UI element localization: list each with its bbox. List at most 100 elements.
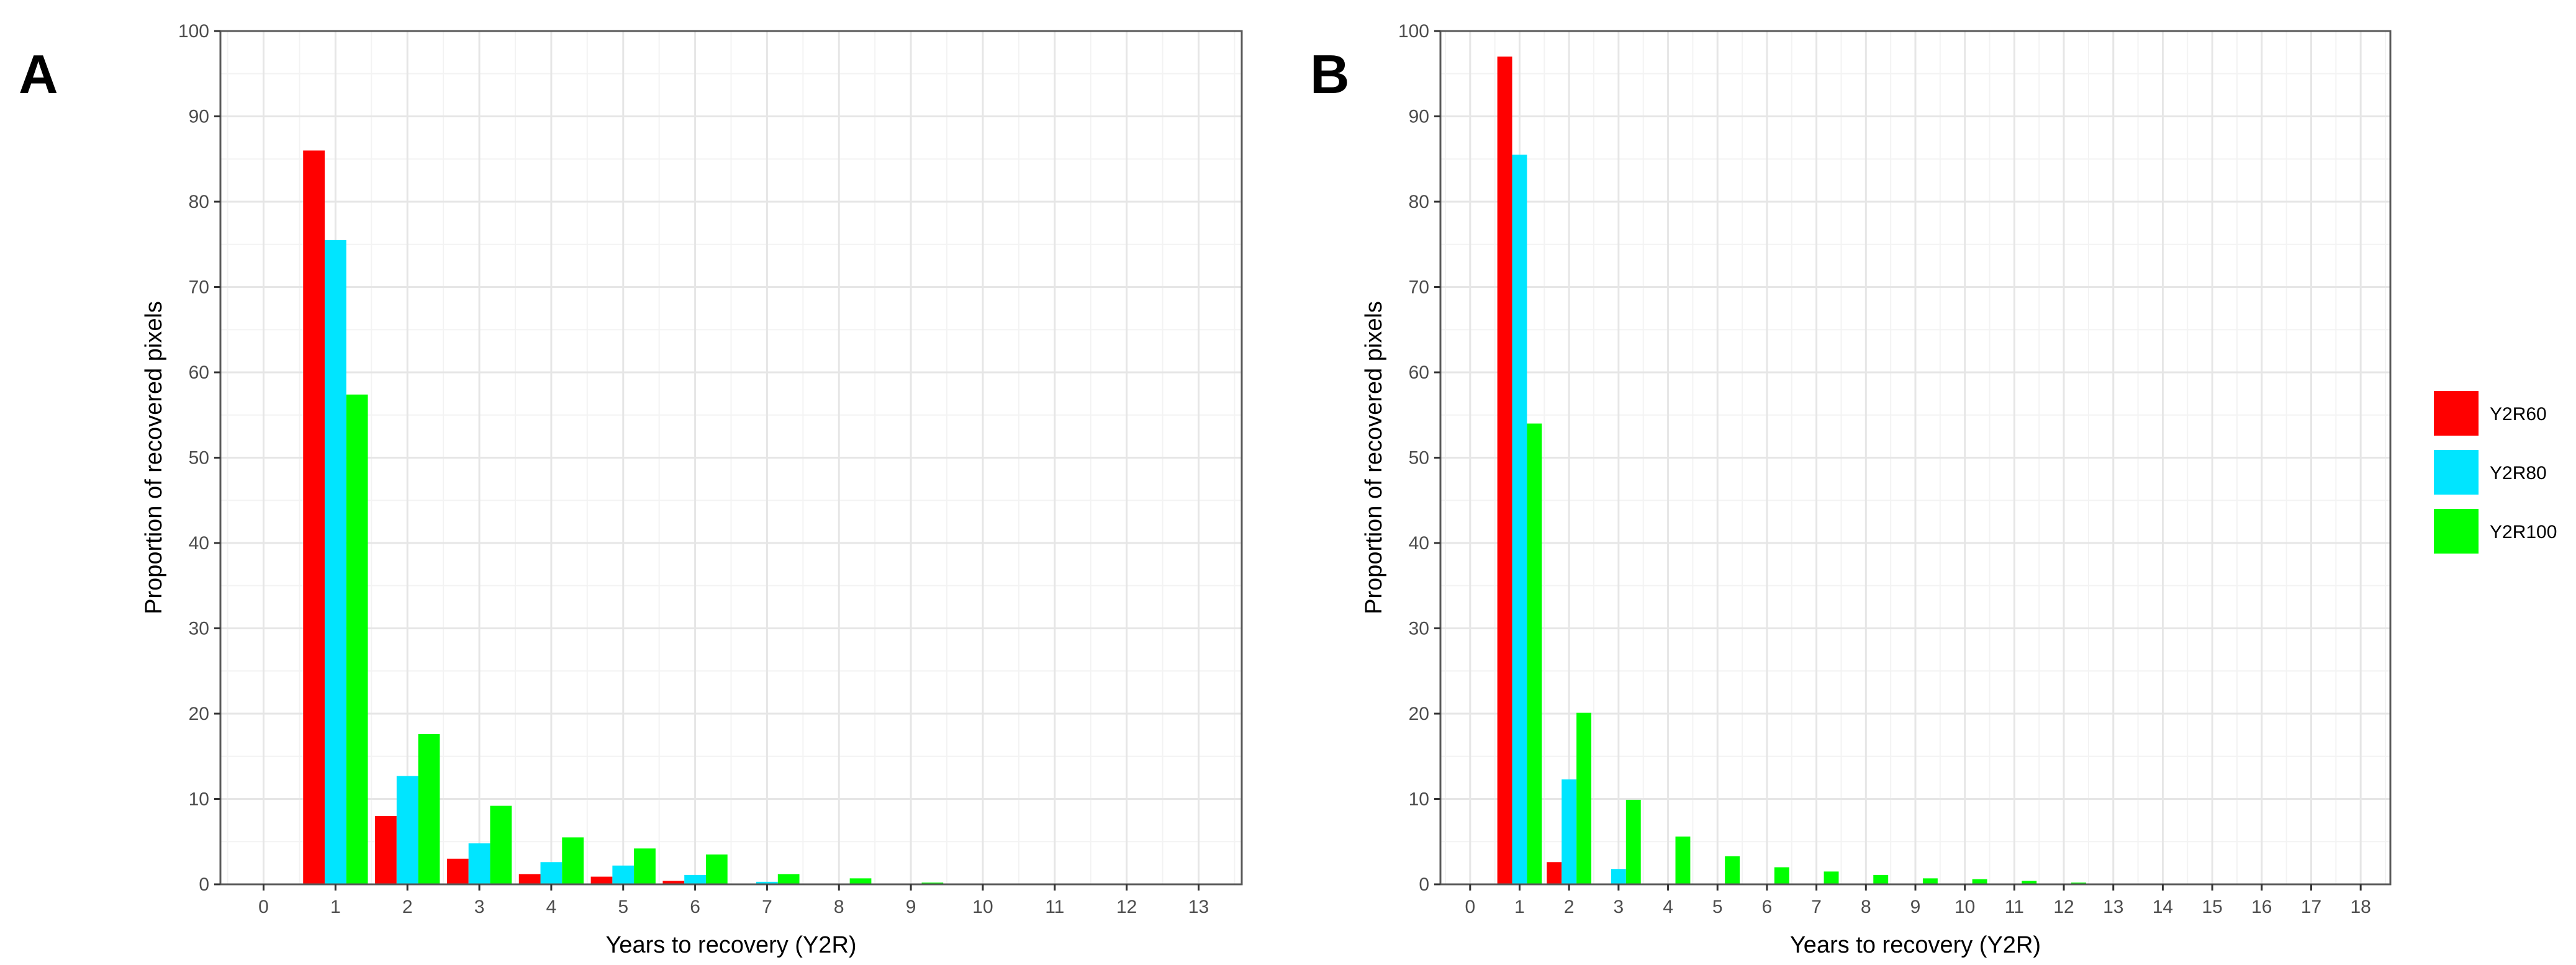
- x-tick-label: 8: [1861, 897, 1871, 917]
- x-tick-label: 14: [2153, 897, 2173, 917]
- bar-y2r80-3: [1611, 869, 1626, 884]
- bar-y2r80-4: [540, 862, 563, 884]
- x-tick-label: 4: [546, 897, 557, 917]
- bar-y2r60-4: [518, 874, 541, 884]
- x-tick-label: 13: [1188, 897, 1209, 917]
- bar-y2r80-6: [684, 874, 706, 884]
- x-tick-label: 3: [474, 897, 485, 917]
- y-tick-label: 40: [1409, 533, 1429, 554]
- y-tick-label: 10: [1409, 789, 1429, 810]
- y-tick-label: 20: [1409, 704, 1429, 724]
- y-tick-label: 70: [189, 277, 209, 298]
- x-tick-label: 0: [258, 897, 269, 917]
- x-tick-label: 13: [2103, 897, 2123, 917]
- x-tick-label: 5: [618, 897, 628, 917]
- x-tick-label: 3: [1614, 897, 1624, 917]
- bar-y2r100-7: [777, 874, 800, 884]
- x-tick-label: 2: [402, 897, 413, 917]
- x-tick-label: 16: [2251, 897, 2272, 917]
- x-tick-label: 8: [834, 897, 844, 917]
- bar-y2r80-1: [324, 240, 346, 884]
- x-tick-label: 7: [762, 897, 772, 917]
- bar-y2r60-6: [662, 881, 685, 884]
- y-tick-label: 90: [1409, 107, 1429, 127]
- y-tick-label: 30: [189, 619, 209, 639]
- x-tick-label: 10: [972, 897, 993, 917]
- x-tick-label: 9: [1910, 897, 1921, 917]
- panel-b-letter: B: [1310, 43, 1350, 105]
- x-tick-label: 11: [1045, 897, 1064, 917]
- x-tick-label: 12: [1116, 897, 1137, 917]
- x-tick-label: 18: [2351, 897, 2371, 917]
- bar-y2r100-8: [1873, 874, 1889, 884]
- bar-y2r100-5: [1725, 856, 1740, 884]
- x-tick-label: 17: [2301, 897, 2321, 917]
- legend-swatch-y2r80: [2434, 450, 2479, 495]
- y-tick-label: 30: [1409, 619, 1429, 639]
- legend-label-y2r100: Y2R100: [2490, 522, 2557, 542]
- bar-y2r100-5: [634, 848, 656, 884]
- bar-y2r60-5: [590, 876, 613, 884]
- bar-y2r60-2: [375, 816, 397, 884]
- y-tick-label: 50: [189, 448, 209, 469]
- y-tick-label: 70: [1409, 277, 1429, 298]
- legend-swatch-y2r60: [2434, 391, 2479, 436]
- bar-y2r100-1: [346, 394, 368, 884]
- bar-y2r100-2: [418, 734, 440, 884]
- legend-label-y2r60: Y2R60: [2490, 404, 2547, 424]
- x-tick-label: 2: [1564, 897, 1575, 917]
- y-tick-label: 10: [189, 789, 209, 810]
- bar-y2r100-8: [849, 878, 872, 884]
- bar-y2r100-1: [1527, 423, 1542, 884]
- x-axis-title: Years to recovery (Y2R): [1790, 932, 2041, 958]
- y-tick-label: 50: [1409, 448, 1429, 469]
- legend-swatch-y2r100: [2434, 509, 2479, 554]
- y-tick-label: 100: [178, 21, 209, 42]
- y-tick-label: 80: [1409, 192, 1429, 212]
- bar-y2r100-4: [562, 837, 584, 884]
- bar-y2r100-4: [1675, 837, 1691, 884]
- x-tick-label: 5: [1712, 897, 1723, 917]
- x-tick-label: 1: [1514, 897, 1525, 917]
- y-axis-title: Proportion of recovered pixels: [141, 301, 167, 614]
- bar-y2r80-1: [1512, 155, 1527, 884]
- bar-y2r80-7: [756, 881, 778, 884]
- x-tick-label: 9: [906, 897, 916, 917]
- bar-y2r80-2: [396, 776, 418, 884]
- x-tick-label: 6: [690, 897, 700, 917]
- bar-y2r80-3: [468, 843, 490, 884]
- bar-y2r60-2: [1547, 862, 1562, 884]
- x-tick-label: 12: [2053, 897, 2074, 917]
- bar-y2r60-1: [303, 150, 325, 884]
- y-tick-label: 80: [189, 192, 209, 212]
- bar-y2r100-6: [705, 854, 728, 884]
- y-tick-label: 60: [1409, 362, 1429, 383]
- legend: Y2R60 Y2R80 Y2R100: [2434, 391, 2557, 554]
- y-tick-label: 20: [189, 704, 209, 724]
- bar-y2r100-9: [1922, 878, 1938, 884]
- bar-y2r100-3: [1625, 799, 1641, 884]
- y-tick-label: 0: [199, 874, 209, 895]
- x-tick-label: 1: [330, 897, 341, 917]
- bar-y2r100-10: [1972, 879, 1987, 884]
- panel-a-letter: A: [19, 43, 58, 105]
- bar-y2r100-11: [2022, 881, 2037, 884]
- x-tick-label: 0: [1465, 897, 1475, 917]
- bar-y2r100-6: [1774, 867, 1789, 884]
- bar-y2r100-7: [1824, 871, 1839, 884]
- bar-y2r80-5: [612, 865, 635, 884]
- x-tick-label: 7: [1811, 897, 1822, 917]
- x-tick-label: 10: [1955, 897, 1975, 917]
- bar-y2r100-3: [490, 806, 512, 884]
- y-tick-label: 0: [1419, 874, 1429, 895]
- y-tick-label: 60: [189, 362, 209, 383]
- x-tick-label: 11: [2005, 897, 2024, 917]
- y-axis-title: Proportion of recovered pixels: [1361, 301, 1387, 614]
- y-tick-label: 40: [189, 533, 209, 554]
- bar-y2r100-2: [1576, 712, 1592, 884]
- bar-y2r80-2: [1561, 779, 1577, 884]
- y-tick-label: 90: [189, 107, 209, 127]
- x-tick-label: 6: [1762, 897, 1773, 917]
